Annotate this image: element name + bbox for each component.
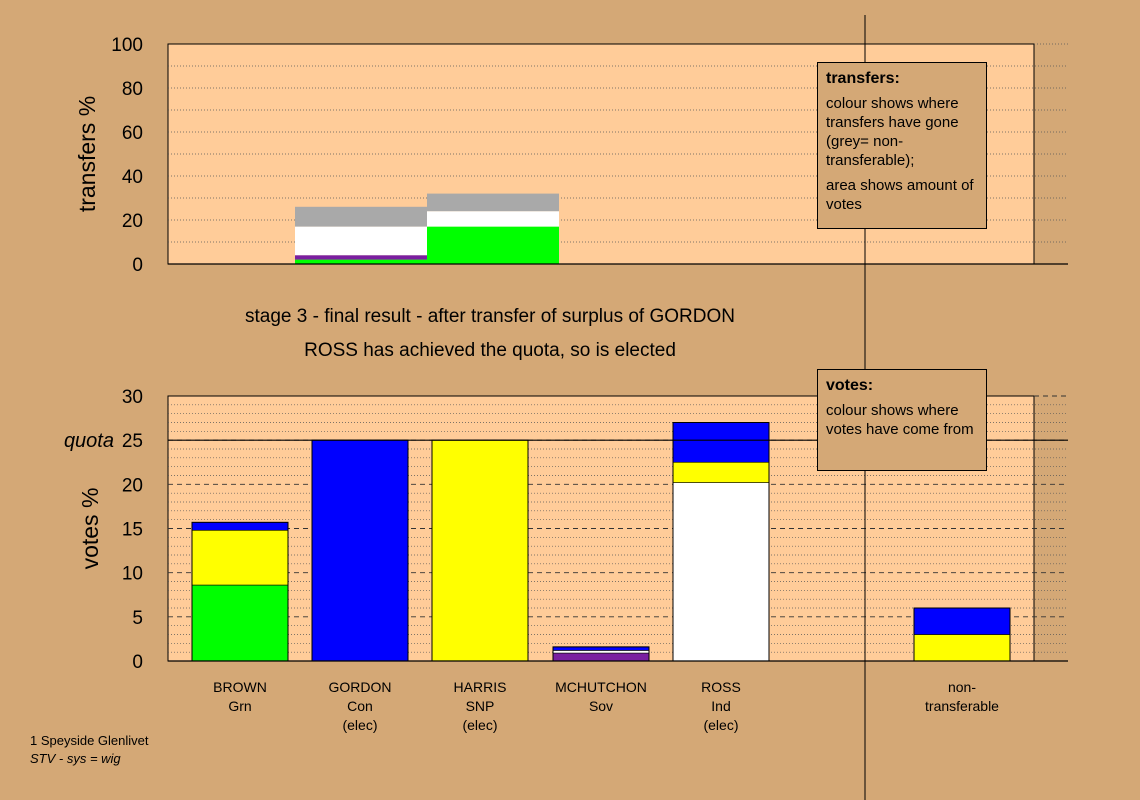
candidate-label: MCHUTCHON Sov xyxy=(541,678,661,716)
transfer-segment xyxy=(427,193,559,212)
transfer-segment xyxy=(295,226,427,256)
candidate-label: HARRIS SNP (elec) xyxy=(420,678,540,735)
y-tick-label: 0 xyxy=(132,255,143,276)
footer-system: STV - sys = wig xyxy=(30,751,121,766)
y-tick-label: 40 xyxy=(122,167,143,188)
y-tick-label: 5 xyxy=(132,608,143,629)
transfers-legend-title: transfers: xyxy=(826,70,900,87)
votes-chart: 0 5 10 15 20 25 30 quota votes % xyxy=(64,387,1068,673)
candidate-party: Grn xyxy=(228,698,252,714)
candidate-name: BROWN xyxy=(213,679,267,695)
chart-title-result: ROSS has achieved the quota, so is elect… xyxy=(304,340,676,361)
y-tick-label: 15 xyxy=(122,520,143,541)
vote-segment xyxy=(552,646,650,651)
footer-ward: 1 Speyside Glenlivet xyxy=(30,733,149,748)
y-axis-label: votes % xyxy=(77,488,103,570)
vote-segment xyxy=(552,650,650,654)
vote-segment xyxy=(191,584,289,662)
vote-segment xyxy=(191,529,289,586)
candidate-party: transferable xyxy=(925,698,999,714)
vote-segment xyxy=(672,422,770,463)
transfer-segment xyxy=(295,206,427,227)
candidate-name: MCHUTCHON xyxy=(555,679,647,695)
transfer-segment xyxy=(427,226,559,264)
candidate-party: SNP xyxy=(465,698,495,714)
y-tick-label: 60 xyxy=(122,123,143,144)
candidate-status: (elec) xyxy=(703,717,739,733)
candidate-status: (elec) xyxy=(342,717,378,733)
vote-segment xyxy=(191,522,289,531)
transfer-segment xyxy=(427,211,559,227)
candidate-label: ROSS Ind (elec) xyxy=(661,678,781,735)
vote-segment xyxy=(913,634,1011,662)
votes-legend: votes: colour shows where votes have com… xyxy=(817,369,987,471)
transfer-segment xyxy=(295,255,427,260)
candidate-name: HARRIS xyxy=(453,679,507,695)
y-tick-label: 30 xyxy=(122,387,143,408)
candidate-label: non-transferable xyxy=(902,678,1022,716)
transfers-legend-text2: area shows amount of votes xyxy=(826,177,974,213)
chart-title-stage: stage 3 - final result - after transfer … xyxy=(245,306,735,327)
vote-segment xyxy=(672,482,770,662)
y-tick-label: 20 xyxy=(122,211,143,232)
y-tick-label: 100 xyxy=(111,35,143,56)
candidate-name: ROSS xyxy=(701,679,741,695)
y-tick-label: 80 xyxy=(122,79,143,100)
y-tick-label: 25 xyxy=(122,431,143,452)
y-tick-label: 20 xyxy=(122,475,143,496)
y-tick-label: 0 xyxy=(132,652,143,673)
candidate-status: (elec) xyxy=(462,717,498,733)
candidate-party: Sov xyxy=(588,698,614,714)
votes-legend-title: votes: xyxy=(826,377,874,394)
transfers-legend: transfers: colour shows where transfers … xyxy=(817,62,987,229)
candidate-label: BROWN Grn xyxy=(180,678,300,716)
candidate-name: GORDON xyxy=(328,679,392,695)
candidate-label: GORDON Con (elec) xyxy=(300,678,420,735)
candidate-party: Ind xyxy=(711,698,731,714)
transfer-segment xyxy=(295,259,427,264)
candidate-name: non- xyxy=(947,679,977,695)
vote-segment xyxy=(672,461,770,483)
vote-segment xyxy=(311,439,409,662)
vote-segment xyxy=(913,607,1011,635)
candidate-party: Con xyxy=(347,698,373,714)
vote-segment xyxy=(431,439,529,662)
vote-segment xyxy=(552,652,650,662)
y-tick-label: 10 xyxy=(122,564,143,585)
y-axis-label: transfers % xyxy=(74,96,100,212)
votes-legend-text1: colour shows where votes have come from xyxy=(826,402,974,438)
transfers-legend-text1: colour shows where transfers have gone (… xyxy=(826,95,959,169)
quota-label: quota xyxy=(64,430,114,452)
